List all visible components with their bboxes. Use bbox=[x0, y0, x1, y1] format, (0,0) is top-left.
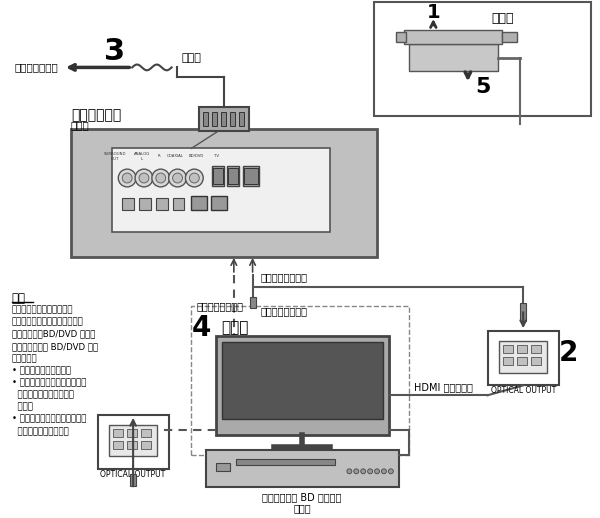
Bar bbox=[212, 112, 217, 126]
Bar bbox=[531, 357, 541, 365]
Circle shape bbox=[156, 173, 166, 183]
Circle shape bbox=[139, 173, 149, 183]
Text: 播放装置（如 BD 播放机）
机顶盒: 播放装置（如 BD 播放机） 机顶盒 bbox=[262, 492, 341, 514]
Bar bbox=[517, 357, 527, 365]
Text: 光纤缆线（市售）: 光纤缆线（市售） bbox=[260, 272, 307, 282]
Bar bbox=[517, 345, 527, 353]
Bar bbox=[141, 429, 151, 437]
Bar bbox=[243, 166, 259, 186]
Circle shape bbox=[388, 469, 394, 474]
Circle shape bbox=[347, 469, 352, 474]
Bar bbox=[191, 306, 409, 454]
Circle shape bbox=[169, 169, 187, 187]
Bar bbox=[130, 474, 136, 486]
Bar bbox=[212, 166, 224, 186]
Circle shape bbox=[374, 469, 379, 474]
Bar bbox=[221, 112, 226, 126]
Text: 至交流电源插座: 至交流电源插座 bbox=[14, 62, 58, 73]
Bar bbox=[227, 166, 239, 186]
Bar bbox=[499, 341, 547, 372]
Text: 1: 1 bbox=[427, 3, 440, 22]
Circle shape bbox=[382, 469, 386, 474]
Bar bbox=[191, 196, 207, 210]
Bar bbox=[250, 296, 256, 308]
Text: 3: 3 bbox=[104, 37, 125, 66]
Text: R: R bbox=[157, 154, 160, 159]
Bar bbox=[374, 2, 592, 116]
Bar bbox=[216, 336, 389, 435]
Circle shape bbox=[361, 469, 365, 474]
Bar bbox=[156, 198, 167, 210]
Bar bbox=[502, 32, 517, 42]
Circle shape bbox=[118, 169, 136, 187]
Bar bbox=[488, 331, 559, 385]
Bar bbox=[71, 128, 377, 257]
Text: HDMI 缆线（等）: HDMI 缆线（等） bbox=[414, 382, 473, 392]
Bar bbox=[113, 441, 123, 449]
Bar bbox=[127, 429, 137, 437]
Bar bbox=[98, 415, 169, 469]
Bar bbox=[112, 148, 329, 233]
Bar bbox=[203, 112, 208, 126]
Text: OPTICAL OUTPUT: OPTICAL OUTPUT bbox=[100, 470, 166, 479]
Text: SURROUND
OUT: SURROUND OUT bbox=[104, 152, 127, 161]
Text: 主机（背面）: 主机（背面） bbox=[71, 108, 121, 122]
Circle shape bbox=[152, 169, 170, 187]
Bar bbox=[244, 168, 257, 184]
Bar bbox=[222, 342, 383, 419]
Circle shape bbox=[173, 173, 182, 183]
Bar bbox=[216, 464, 230, 471]
Circle shape bbox=[135, 169, 153, 187]
Bar bbox=[199, 107, 248, 131]
Circle shape bbox=[368, 469, 373, 474]
Text: 插孔盖: 插孔盖 bbox=[491, 11, 514, 24]
Bar bbox=[409, 44, 497, 71]
Bar bbox=[531, 345, 541, 353]
Bar bbox=[213, 168, 223, 184]
Text: 提示: 提示 bbox=[11, 292, 26, 305]
Bar bbox=[503, 345, 514, 353]
Circle shape bbox=[190, 173, 199, 183]
Bar bbox=[396, 32, 406, 42]
Circle shape bbox=[185, 169, 203, 187]
Bar bbox=[236, 459, 335, 465]
Bar bbox=[113, 429, 123, 437]
Text: 在以下情况下，用光纤缆线
（市售）将播放装置的光纤输出
连接到本机的BD/DVD 输入，
然后按遥控器上 BD/DVD 键选
择输入源。
• 电视机没有光纤输出: 在以下情况下，用光纤缆线 （市售）将播放装置的光纤输出 连接到本机的BD/DVD… bbox=[11, 306, 98, 436]
Bar bbox=[228, 168, 238, 184]
Bar bbox=[404, 30, 502, 44]
Text: TV: TV bbox=[214, 154, 218, 159]
Bar bbox=[122, 198, 134, 210]
Bar bbox=[503, 357, 514, 365]
Text: 2: 2 bbox=[559, 339, 578, 367]
Bar bbox=[239, 112, 244, 126]
Bar bbox=[520, 304, 526, 321]
Text: 电视机: 电视机 bbox=[221, 321, 248, 336]
Bar bbox=[211, 196, 227, 210]
Bar bbox=[173, 198, 184, 210]
Text: ANALOG
L: ANALOG L bbox=[134, 152, 150, 161]
Bar bbox=[141, 441, 151, 449]
Text: OPTICAL OUTPUT: OPTICAL OUTPUT bbox=[491, 386, 556, 395]
Bar bbox=[127, 441, 137, 449]
Bar bbox=[139, 198, 151, 210]
Circle shape bbox=[354, 469, 359, 474]
Bar bbox=[109, 425, 157, 456]
Text: 电源线: 电源线 bbox=[181, 52, 202, 63]
Text: 光纤缆线（市售）: 光纤缆线（市售） bbox=[196, 301, 244, 311]
Bar bbox=[206, 450, 399, 487]
Text: 顶视图: 顶视图 bbox=[71, 120, 89, 130]
Text: 4: 4 bbox=[191, 314, 211, 342]
Bar bbox=[230, 112, 235, 126]
Text: 光纤缆线（市售）: 光纤缆线（市售） bbox=[260, 306, 307, 316]
Text: COAXIAL: COAXIAL bbox=[167, 154, 184, 159]
Circle shape bbox=[122, 173, 132, 183]
Text: BD/DVD: BD/DVD bbox=[188, 154, 204, 159]
Text: 5: 5 bbox=[475, 77, 490, 97]
